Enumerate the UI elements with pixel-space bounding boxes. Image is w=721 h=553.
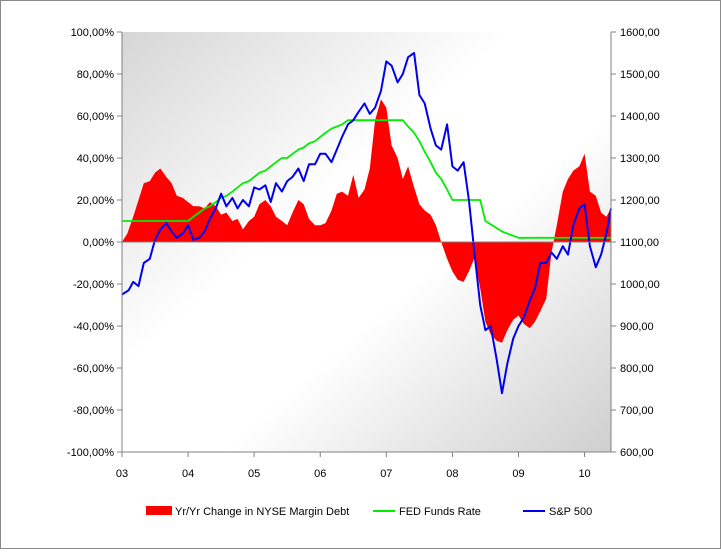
series-line-sp500 [121,52,612,395]
x-tick-label: 10 [578,468,590,480]
right-tick-label: 1200,00 [620,195,660,207]
right-tick-label: 1100,00 [620,237,659,249]
left-tick-label: -100,00% [67,447,114,459]
left-tick-label: -80,00% [73,405,114,417]
left-tick-label: -60,00% [73,363,114,375]
right-tick-label: 1000,00 [620,279,660,291]
series-area-margin-debt [122,99,611,343]
left-tick-label: 80,00% [77,69,115,81]
legend-swatch-area [146,506,172,515]
x-tick-label: 06 [314,468,326,480]
right-tick-label: 900,00 [620,321,654,333]
legend-label: S&P 500 [549,506,592,518]
left-tick-label: -20,00% [73,279,114,291]
right-tick-label: 1600,00 [620,27,660,39]
legend-label: Yr/Yr Change in NYSE Margin Debt [175,506,349,518]
left-tick-label: 40,00% [77,153,115,165]
right-tick-label: 1500,00 [620,69,660,81]
left-tick-label: -40,00% [73,321,114,333]
x-tick-label: 07 [380,468,392,480]
x-tick-label: 04 [182,468,194,480]
left-tick-label: 20,00% [77,195,115,207]
legend-label: FED Funds Rate [399,506,481,518]
right-tick-label: 800,00 [620,363,654,375]
right-tick-label: 600,00 [620,447,654,459]
left-tick-label: 0,00% [83,237,114,249]
right-tick-label: 1400,00 [620,111,660,123]
x-tick-label: 08 [446,468,458,480]
right-tick-label: 700,00 [620,405,654,417]
x-tick-label: 03 [116,468,128,480]
left-tick-label: 100,00% [71,27,115,39]
right-tick-label: 1300,00 [620,153,660,165]
x-tick-label: 09 [512,468,524,480]
x-tick-label: 05 [248,468,260,480]
left-tick-label: 60,00% [77,111,115,123]
